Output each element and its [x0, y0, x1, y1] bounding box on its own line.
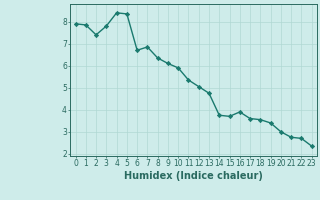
- X-axis label: Humidex (Indice chaleur): Humidex (Indice chaleur): [124, 171, 263, 181]
